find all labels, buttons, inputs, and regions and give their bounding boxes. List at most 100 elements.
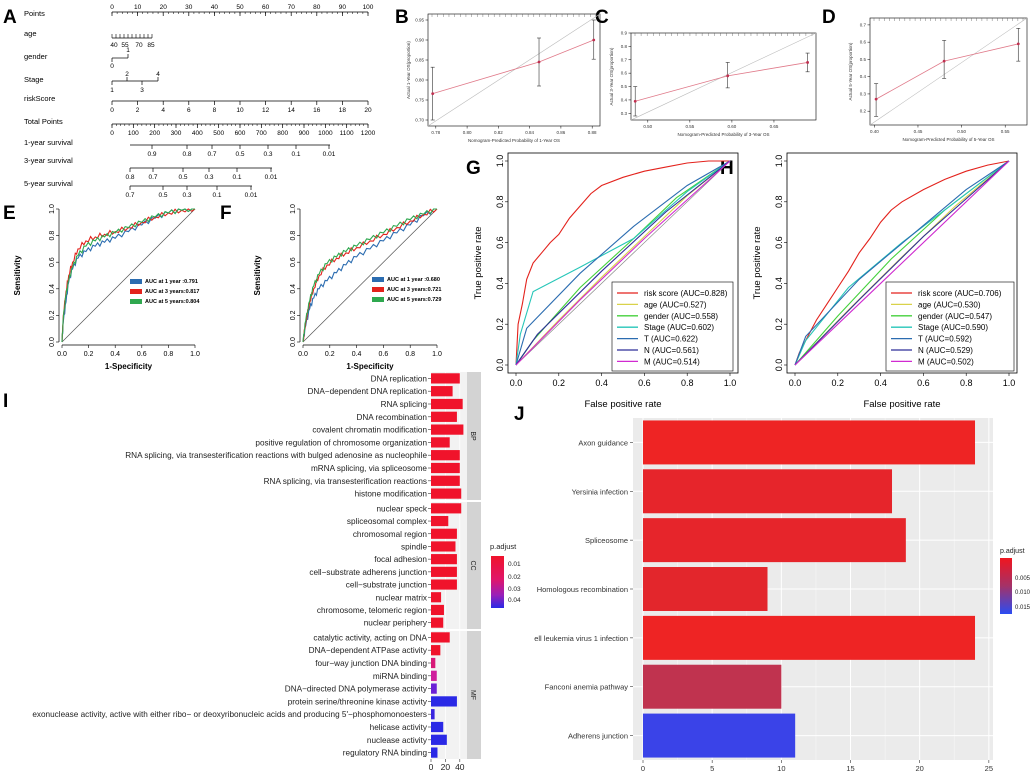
age-tick-label: 40 [110, 42, 118, 49]
points-tick-label: 30 [185, 4, 193, 11]
legend-entry: N (AUC=0.529) [918, 346, 973, 355]
go-term-label: helicase activity [370, 723, 428, 732]
survival-1y-tick-label: 0.9 [147, 151, 156, 158]
x-tick-label: 20 [916, 764, 924, 772]
y-tick-label: 1.0 [774, 155, 784, 168]
go-term-label: cell−substrate adherens junction [309, 568, 427, 577]
x-tick-label: 0.2 [84, 351, 94, 358]
x-axis-label: Nomogram-Predicted Probability of 1-Year… [468, 138, 560, 143]
riskscore-tick-label: 16 [313, 107, 321, 114]
x-tick-label: 0.6 [638, 378, 651, 388]
go-bar [431, 709, 435, 720]
go-term-label: RNA splicing, via transesterification re… [125, 451, 427, 460]
survival-3y-tick-label: 0.7 [148, 174, 157, 181]
pathway-label: ell leukemia virus 1 infection [534, 634, 628, 643]
total-points-tick-label: 800 [277, 130, 288, 137]
x-tick-label: 0.2 [325, 351, 335, 358]
calibration-point [633, 99, 637, 103]
legend-swatch [372, 297, 384, 302]
x-tick-label: 0.8 [164, 351, 174, 358]
y-tick-label: 0.4 [495, 277, 505, 290]
roc-curve [515, 160, 731, 366]
go-term-label: chromosomal region [353, 530, 428, 539]
go-bar [431, 604, 444, 616]
y-tick-label: 0.0 [49, 337, 56, 347]
x-tick-label: 40 [455, 762, 465, 772]
roc-curve [302, 208, 438, 343]
total-points-tick-label: 200 [149, 130, 160, 137]
calibration-line [635, 62, 808, 102]
go-term-label: nuclear speck [376, 504, 427, 513]
x-axis-label: False positive rate [584, 399, 661, 410]
roc-curve [794, 160, 1010, 366]
calibration-line [432, 39, 594, 94]
stage-tick-label: 2 [125, 71, 129, 78]
y-tick-label: 0.7 [621, 57, 628, 62]
facet-strip [467, 502, 481, 629]
kegg-bar [643, 518, 906, 563]
survival-3y-tick-label: 0.3 [204, 174, 213, 181]
plot-frame [427, 13, 601, 127]
panel-c-calibration: 0.50 0.55 0.60 0.65 0.3 0.4 0.5 0.6 0.7 0.8 0.9 Nom… [609, 31, 817, 137]
panel-label-i: I [3, 391, 8, 412]
x-tick-label: 20 [441, 762, 451, 772]
y-tick-label: 0.0 [774, 359, 784, 372]
go-bar [431, 554, 457, 565]
legend-swatch [130, 289, 142, 294]
legend-entry: AUC at 1 year :0.680 [387, 277, 440, 283]
y-tick-label: 1.0 [495, 155, 505, 168]
x-tick-label: 10 [777, 764, 785, 772]
x-tick-label: 1.0 [432, 351, 442, 358]
y-tick-label: 0.6 [860, 40, 867, 45]
go-bar [431, 617, 444, 628]
x-tick-label: 0 [429, 762, 434, 772]
go-term-label: covalent chromatin modification [312, 426, 427, 435]
go-bar [431, 411, 457, 422]
x-tick-label: 0.6 [137, 351, 147, 358]
kegg-bar [643, 664, 782, 709]
nomogram-row-label: 3-year survival [24, 156, 73, 165]
roc-curve [61, 208, 195, 343]
nomogram-row-label: gender [24, 52, 48, 61]
go-term-label: DNA−dependent ATPase activity [309, 646, 428, 655]
survival-3y-tick-label: 0.8 [125, 174, 134, 181]
calibration-point [592, 38, 596, 42]
panel-h-roc: 0.0 0.0 0.2 0.2 0.4 0.4 0.6 0.6 0.8 0.8 1.0 1.0 risk… [752, 152, 1018, 410]
calibration-point [1016, 42, 1020, 46]
y-tick-label: 0.2 [495, 318, 505, 331]
y-axis-label: Sensitivity [253, 255, 262, 296]
kegg-bar [643, 713, 796, 758]
go-bar [431, 657, 436, 669]
legend-entry: AUC at 1 year :0.791 [145, 279, 198, 285]
calibration-point [874, 97, 878, 101]
total-points-tick-label: 100 [128, 130, 139, 137]
go-term-label: DNA−dependent DNA replication [308, 387, 428, 396]
go-term-label: DNA−directed DNA polymerase activity [285, 685, 428, 694]
y-tick-label: 0.6 [774, 236, 784, 249]
go-term-label: miRNA binding [373, 672, 428, 681]
total-points-tick-label: 1200 [361, 130, 376, 137]
nomogram-row-label: age [24, 29, 37, 38]
legend-tick-label: 0.010 [1015, 590, 1031, 596]
legend-colorbar [491, 556, 504, 608]
go-term-label: four−way junction DNA binding [315, 659, 427, 668]
x-tick-label: 0 [641, 764, 645, 772]
go-bar [431, 579, 457, 590]
roc-curve [794, 160, 1010, 366]
diagonal-reference [515, 160, 731, 366]
y-tick-label: 0.4 [290, 284, 297, 294]
y-tick-label: 0.5 [621, 84, 628, 89]
calibration-line [875, 43, 1019, 100]
go-bar [431, 515, 449, 527]
panel-label-a: A [3, 7, 17, 28]
nomogram-row-label: 1-year survival [24, 138, 73, 147]
roc-curve [515, 160, 731, 366]
calibration-point [431, 92, 435, 95]
panel-g-roc: 0.0 0.0 0.2 0.2 0.4 0.4 0.6 0.6 0.8 0.8 1.0 1.0 risk… [473, 152, 739, 410]
x-tick-label: 0.0 [298, 351, 308, 358]
points-tick-label: 10 [134, 4, 142, 11]
go-bar [431, 734, 447, 745]
pathway-label: Adherens junction [568, 732, 628, 741]
go-term-label: spliceosomal complex [347, 517, 427, 526]
